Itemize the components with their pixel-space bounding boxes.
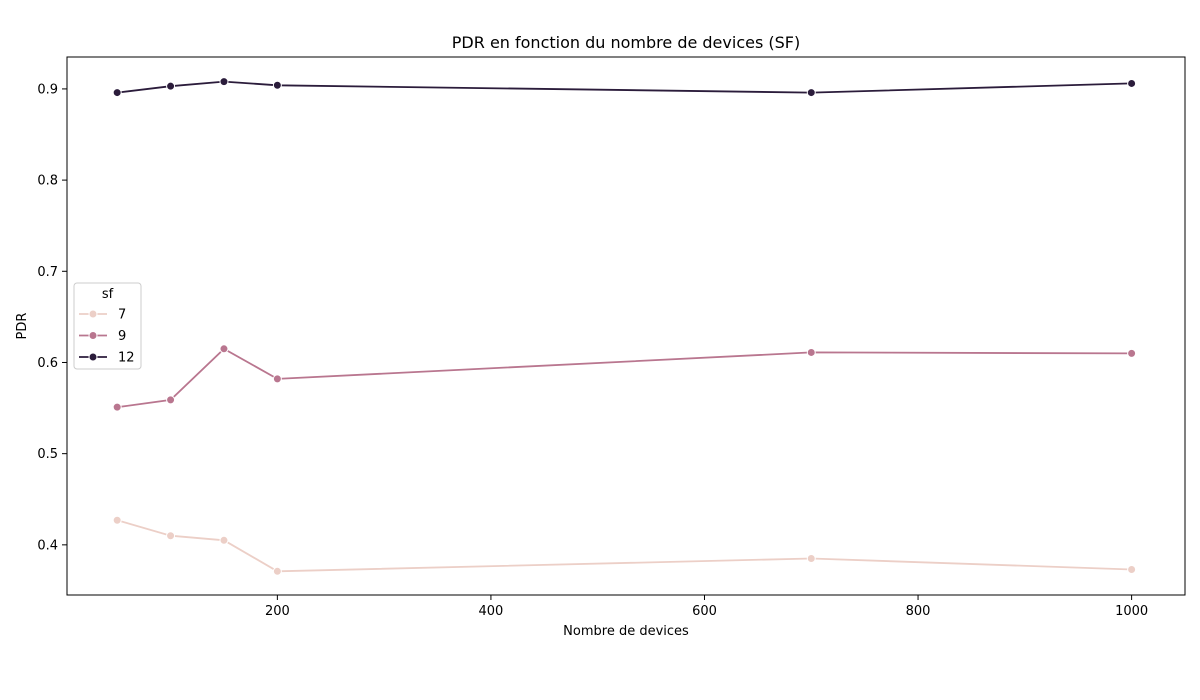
data-point-sf-9 bbox=[166, 395, 176, 405]
data-point-sf-12 bbox=[166, 81, 176, 91]
chart-title: PDR en fonction du nombre de devices (SF… bbox=[452, 33, 800, 52]
x-axis: 200 400 600 800 1000 bbox=[265, 595, 1148, 619]
y-tick-label: 0.9 bbox=[37, 82, 58, 97]
data-point-sf-7 bbox=[166, 531, 176, 541]
plot-frame bbox=[66, 56, 1186, 596]
y-tick-label: 0.5 bbox=[37, 447, 58, 462]
data-point-sf-9 bbox=[1127, 348, 1137, 358]
legend-box bbox=[73, 282, 142, 370]
data-point-sf-9 bbox=[219, 344, 229, 354]
legend-title: sf bbox=[102, 287, 114, 302]
data-point-sf-12 bbox=[219, 77, 229, 87]
series-line-sf-7 bbox=[116, 519, 1132, 573]
data-point-sf-7 bbox=[112, 515, 122, 525]
x-tick-label: 600 bbox=[692, 604, 717, 619]
series-line-sf-12 bbox=[117, 80, 1132, 94]
x-tick-label: 1000 bbox=[1115, 604, 1148, 619]
legend-label-sf-9: 9 bbox=[118, 329, 126, 344]
legend-marker-sf-7 bbox=[88, 309, 98, 319]
data-point-sf-7 bbox=[1127, 564, 1137, 574]
data-point-sf-7 bbox=[219, 535, 229, 545]
data-point-sf-7 bbox=[806, 554, 816, 564]
series-line-sf-9 bbox=[117, 347, 1132, 409]
y-tick-label: 0.8 bbox=[37, 174, 58, 189]
data-point-sf-9 bbox=[272, 374, 282, 384]
legend-label-sf-12: 12 bbox=[118, 351, 135, 366]
legend: sf 7 9 12 bbox=[73, 282, 142, 370]
y-tick-label: 0.7 bbox=[37, 265, 58, 280]
data-point-sf-12 bbox=[806, 88, 816, 98]
y-tick-label: 0.4 bbox=[37, 538, 58, 553]
x-tick-label: 200 bbox=[265, 604, 290, 619]
x-axis-label: Nombre de devices bbox=[563, 624, 689, 639]
data-point-sf-12 bbox=[112, 88, 122, 98]
x-tick-label: 400 bbox=[479, 604, 504, 619]
legend-marker-sf-9 bbox=[88, 331, 98, 340]
data-point-sf-7 bbox=[272, 566, 282, 576]
y-axis-label: PDR bbox=[15, 313, 30, 340]
y-axis: 0.4 0.5 0.6 0.7 0.8 0.9 bbox=[37, 82, 67, 553]
legend-marker-sf-12 bbox=[88, 352, 98, 362]
data-point-sf-9 bbox=[806, 347, 816, 357]
data-point-sf-12 bbox=[1127, 78, 1137, 88]
y-tick-label: 0.6 bbox=[37, 356, 58, 371]
data-point-sf-9 bbox=[112, 402, 122, 412]
plot-area bbox=[112, 77, 1137, 576]
data-point-sf-12 bbox=[272, 80, 282, 90]
x-tick-label: 800 bbox=[906, 604, 931, 619]
legend-label-sf-7: 7 bbox=[118, 308, 126, 323]
